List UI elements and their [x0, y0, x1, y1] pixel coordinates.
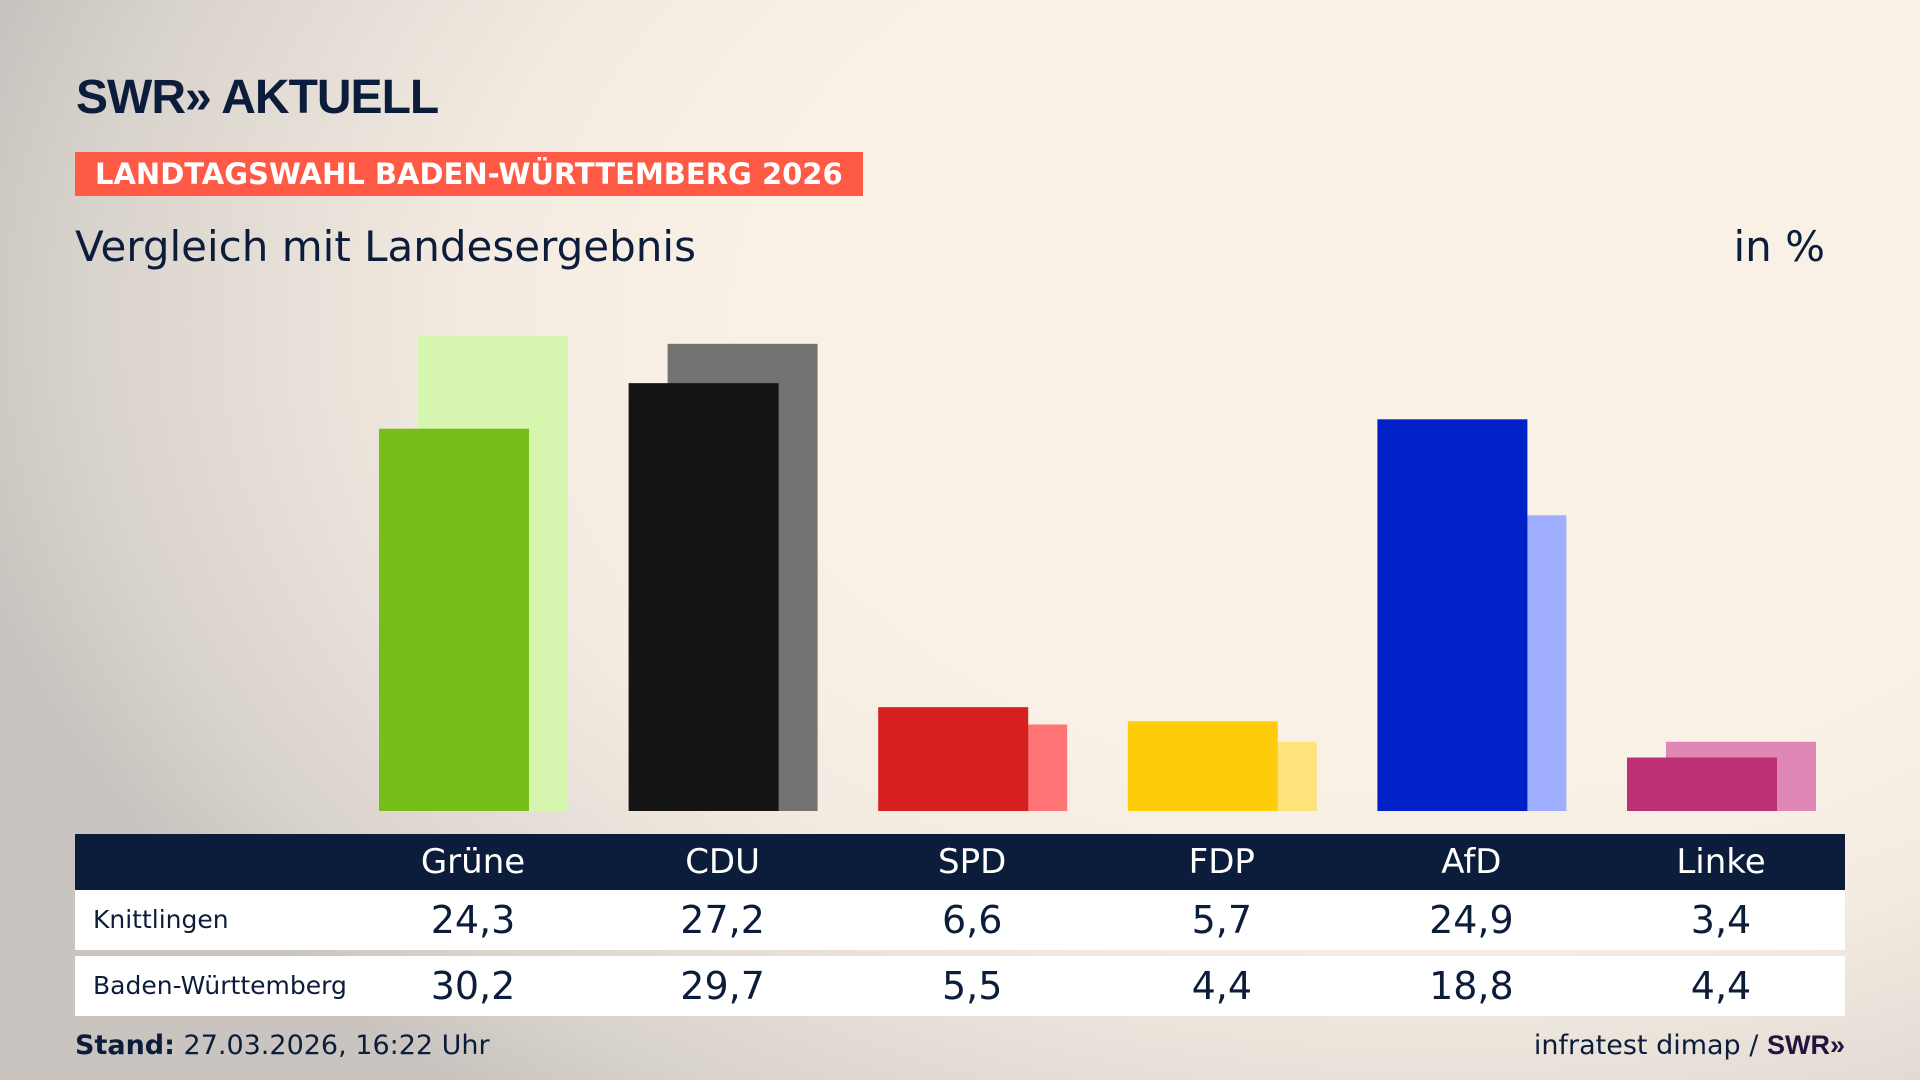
value-cell: 5,7: [1191, 898, 1253, 942]
source-text: infratest dimap /: [1533, 1030, 1759, 1061]
row-label: Knittlingen: [93, 905, 229, 934]
value-cell: 30,2: [430, 964, 516, 1008]
bar-knittlingen-5: [1627, 757, 1777, 811]
row-label: Baden-Württemberg: [93, 971, 347, 1000]
value-cell: 3,4: [1690, 898, 1752, 942]
value-cell: 18,8: [1429, 964, 1514, 1008]
stand-value: 27.03.2026, 16:22 Uhr: [183, 1030, 490, 1061]
party-header: FDP: [1188, 842, 1255, 882]
timestamp: Stand: 27.03.2026, 16:22 Uhr: [75, 1030, 490, 1061]
bar-knittlingen-3: [1127, 721, 1278, 811]
value-cell: 24,9: [1429, 898, 1514, 942]
unit-label: in %: [1733, 222, 1825, 271]
results-table: Grüne CDU SPD FDP AfD Linke Knittlingen 24,3 2…: [75, 834, 1845, 1016]
swr-logo: SWR»: [1766, 1030, 1845, 1060]
value-cell: 5,5: [941, 964, 1003, 1008]
value-cell: 6,6: [941, 898, 1003, 942]
chart-subtitle: Vergleich mit Landesergebnis: [75, 222, 696, 271]
bar-knittlingen-4: [1377, 419, 1528, 811]
bar-knittlingen-0: [379, 428, 529, 811]
election-banner: LANDTAGSWAHL BADEN-WÜRTTEMBERG 2026: [75, 152, 863, 196]
value-cell: 4,4: [1690, 964, 1752, 1008]
stand-label: Stand:: [75, 1030, 175, 1061]
bar-knittlingen-2: [878, 707, 1029, 811]
table-header: Grüne CDU SPD FDP AfD Linke: [75, 834, 1845, 890]
value-cell: 4,4: [1191, 964, 1253, 1008]
swr-aktuell-logo: SWR» AKTUELL: [76, 71, 439, 124]
value-cell: 29,7: [680, 964, 765, 1008]
table-row: Knittlingen 24,3 27,2 6,6 5,7 24,9 3,4: [75, 890, 1845, 950]
party-header: CDU: [685, 842, 760, 882]
bar-knittlingen-1: [628, 383, 779, 811]
party-header: SPD: [938, 842, 1007, 882]
party-header: Grüne: [420, 842, 526, 882]
party-header: AfD: [1441, 842, 1502, 882]
value-cell: 24,3: [430, 898, 516, 942]
party-header: Linke: [1676, 842, 1766, 882]
table-row: Baden-Württemberg 30,2 29,7 5,5 4,4 18,8 4,4: [75, 956, 1845, 1016]
value-cell: 27,2: [680, 898, 765, 942]
source: infratest dimap / SWR»: [1534, 1030, 1845, 1061]
